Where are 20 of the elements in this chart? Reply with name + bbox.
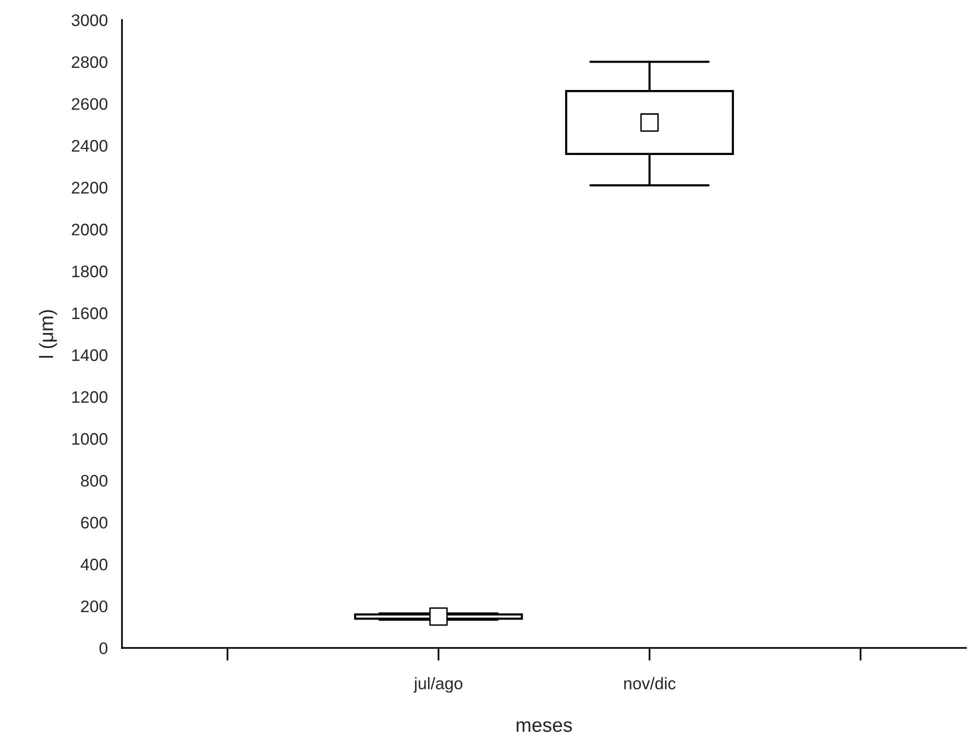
y-tick-label: 0 [99, 642, 108, 654]
x-tick-label: jul/ago [414, 677, 462, 693]
y-tick-label: 1200 [72, 391, 108, 403]
y-tick-label: 2800 [72, 56, 108, 68]
y-tick-label: 1400 [72, 349, 108, 362]
y-tick-label: 2600 [72, 98, 108, 110]
y-tick-label: 2200 [72, 182, 108, 194]
y-tick-label: 2400 [72, 140, 108, 152]
y-tick-label: 800 [81, 474, 108, 487]
y-tick-label: 1000 [72, 433, 108, 445]
y-tick-label: 3000 [72, 14, 108, 26]
y-tick-label: 400 [80, 558, 108, 570]
x-axis-title: meses [516, 721, 572, 732]
x-tick-label: nov/dic [624, 677, 676, 690]
y-axis-title: l (μm) [38, 310, 58, 358]
y-tick-label: 1800 [72, 266, 108, 278]
y-tick-label: 200 [81, 600, 108, 612]
y-tick-label: 2000 [72, 224, 108, 236]
y-tick-label: 600 [81, 516, 108, 529]
y-tick-label: 1600 [72, 307, 108, 320]
